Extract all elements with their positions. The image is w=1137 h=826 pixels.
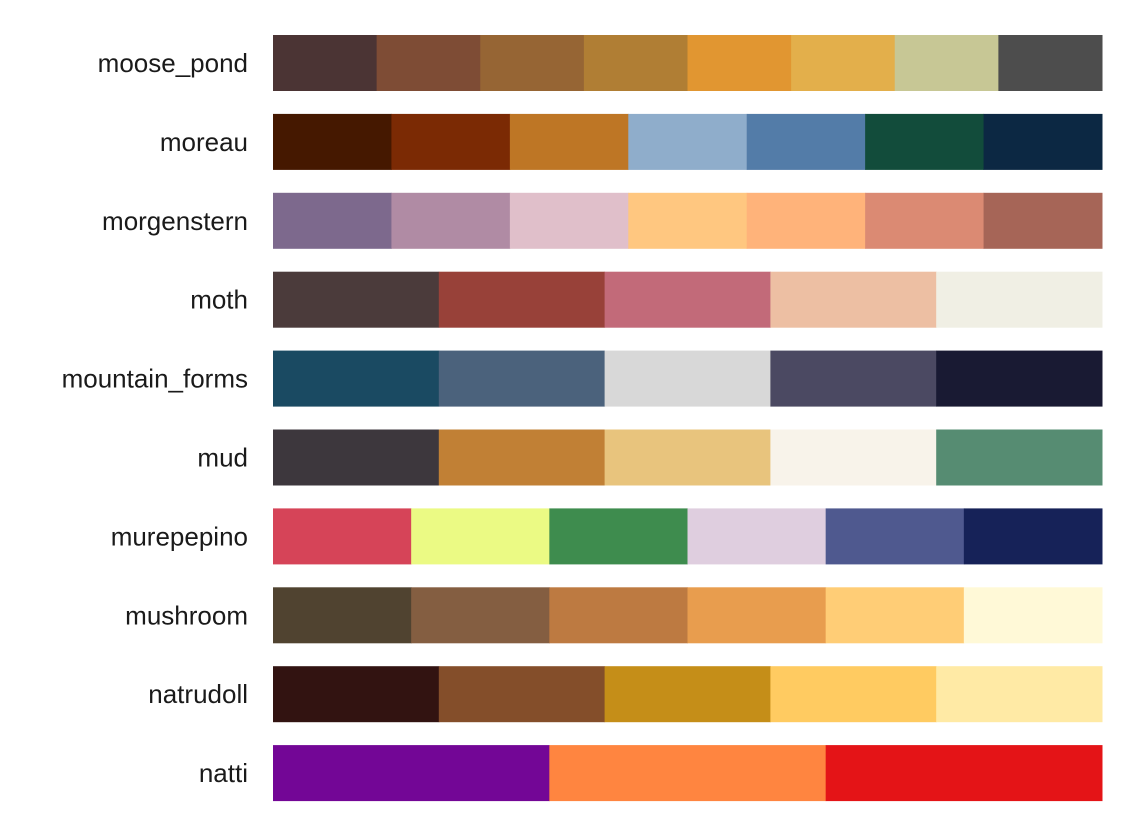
palette-label: mountain_forms: [62, 364, 248, 394]
swatch-morgenstern-6: [865, 192, 985, 249]
swatch-murepepino-3: [549, 508, 688, 565]
swatch-mushroom-2: [411, 587, 550, 644]
swatch-mushroom-3: [549, 587, 688, 644]
palette-row-mountain_forms: mountain_forms: [62, 350, 1103, 407]
swatch-moth-5: [936, 271, 1103, 328]
palette-row-mushroom: mushroom: [125, 587, 1103, 644]
swatch-natrudoll-5: [936, 666, 1103, 723]
swatch-moose_pond-1: [273, 35, 378, 91]
swatch-moose_pond-4: [583, 35, 689, 91]
swatch-natti-2: [549, 745, 827, 802]
swatch-natti-3: [825, 745, 1103, 802]
swatch-mud-1: [273, 429, 440, 486]
swatch-mushroom-5: [825, 587, 965, 644]
palette-row-moose_pond: moose_pond: [98, 35, 1103, 91]
swatch-moreau-7: [983, 113, 1103, 170]
swatch-mountain_forms-5: [936, 350, 1103, 407]
swatch-moreau-5: [746, 113, 866, 170]
swatch-morgenstern-4: [628, 192, 748, 249]
swatch-moreau-6: [865, 113, 985, 170]
palette-label: mud: [197, 443, 248, 473]
swatch-moose_pond-2: [376, 35, 481, 91]
swatch-moose_pond-6: [791, 35, 896, 91]
palette-label: murepepino: [111, 521, 248, 551]
swatch-murepepino-1: [273, 508, 412, 565]
swatch-mud-3: [604, 429, 771, 486]
swatch-moose_pond-8: [998, 35, 1103, 91]
swatch-moose_pond-3: [480, 35, 585, 91]
palette-row-natrudoll: natrudoll: [148, 666, 1103, 723]
swatch-morgenstern-1: [273, 192, 392, 249]
swatch-moose_pond-5: [687, 35, 792, 91]
swatch-mountain_forms-3: [604, 350, 771, 407]
swatch-moose_pond-7: [894, 35, 999, 91]
palette-label: mushroom: [125, 600, 248, 630]
palette-label: moose_pond: [98, 48, 248, 78]
swatch-mushroom-6: [963, 587, 1103, 644]
swatch-natrudoll-4: [770, 666, 937, 723]
swatch-morgenstern-2: [391, 192, 511, 249]
palette-row-moth: moth: [190, 271, 1103, 328]
swatch-murepepino-4: [687, 508, 827, 565]
swatch-murepepino-5: [825, 508, 965, 565]
swatch-moth-4: [770, 271, 937, 328]
swatch-murepepino-6: [963, 508, 1103, 565]
swatch-natrudoll-1: [273, 666, 440, 723]
swatch-mud-2: [438, 429, 606, 486]
swatch-mountain_forms-1: [273, 350, 440, 407]
swatch-natrudoll-3: [604, 666, 771, 723]
swatch-moth-1: [273, 271, 440, 328]
swatch-mud-5: [936, 429, 1103, 486]
palette-label: moreau: [160, 127, 248, 157]
palette-label: natti: [199, 758, 248, 788]
swatch-murepepino-2: [411, 508, 550, 565]
swatch-moreau-1: [273, 113, 392, 170]
swatch-moth-3: [604, 271, 771, 328]
palette-row-murepepino: murepepino: [111, 508, 1103, 565]
swatch-natrudoll-2: [438, 666, 606, 723]
swatch-moth-2: [438, 271, 606, 328]
palette-row-moreau: moreau: [160, 113, 1103, 170]
swatch-moreau-2: [391, 113, 511, 170]
palette-label: natrudoll: [148, 679, 248, 709]
palette-label: morgenstern: [102, 206, 248, 236]
swatch-moreau-4: [628, 113, 748, 170]
swatch-natti-1: [273, 745, 550, 802]
palette-row-morgenstern: morgenstern: [102, 192, 1103, 249]
palette-row-mud: mud: [197, 429, 1103, 486]
swatch-morgenstern-3: [509, 192, 629, 249]
swatch-morgenstern-5: [746, 192, 866, 249]
palette-label: moth: [190, 285, 248, 315]
swatch-mushroom-4: [687, 587, 827, 644]
swatch-mountain_forms-4: [770, 350, 937, 407]
swatch-mud-4: [770, 429, 937, 486]
swatch-mushroom-1: [273, 587, 412, 644]
palette-row-natti: natti: [199, 745, 1103, 802]
swatch-morgenstern-7: [983, 192, 1103, 249]
swatch-mountain_forms-2: [438, 350, 606, 407]
swatch-moreau-3: [509, 113, 629, 170]
